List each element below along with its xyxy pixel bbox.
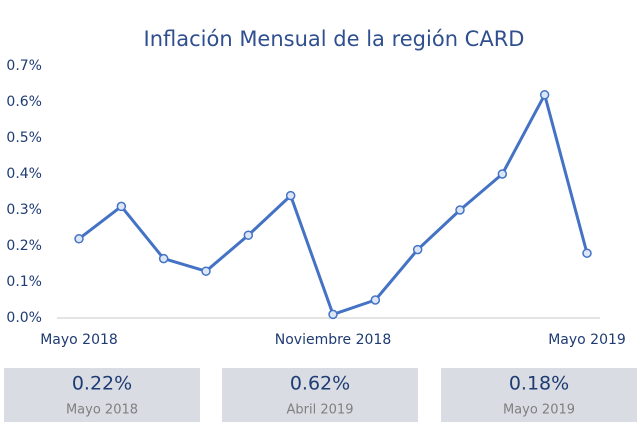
data-point	[497, 169, 508, 179]
data-point	[412, 244, 423, 255]
card-label: Mayo 2018	[66, 403, 138, 418]
data-point	[243, 230, 254, 240]
card-label: Abril 2019	[287, 403, 354, 418]
data-point	[582, 248, 592, 258]
data-point	[116, 201, 127, 212]
data-point	[201, 266, 211, 276]
summary-card	[222, 368, 418, 422]
data-point	[74, 234, 84, 244]
y-tick-label: 0.2%	[6, 238, 42, 254]
data-point	[158, 253, 169, 264]
summary-card	[441, 368, 637, 422]
card-label: Mayo 2019	[503, 403, 575, 418]
x-tick-label: Noviembre 2018	[275, 332, 392, 348]
y-tick-label: 0.0%	[6, 310, 42, 326]
chart-title: Inflación Mensual de la región CARD	[144, 27, 525, 51]
x-tick-label: Mayo 2018	[40, 332, 118, 348]
data-point	[285, 190, 296, 201]
data-point	[370, 295, 381, 305]
card-value: 0.62%	[290, 373, 350, 395]
card-value: 0.22%	[72, 373, 132, 395]
series-line	[78, 93, 589, 316]
y-tick-label: 0.6%	[6, 94, 42, 110]
y-tick-label: 0.3%	[6, 202, 42, 218]
summary-card	[4, 368, 200, 422]
data-point	[539, 90, 550, 100]
y-tick-label: 0.7%	[6, 58, 42, 74]
y-tick-label: 0.1%	[6, 274, 42, 290]
data-point	[455, 205, 465, 215]
x-tick-label: Mayo 2019	[548, 332, 626, 348]
card-value: 0.18%	[509, 373, 569, 395]
y-tick-label: 0.4%	[6, 166, 42, 182]
y-tick-label: 0.5%	[6, 130, 42, 146]
data-point	[328, 309, 338, 320]
